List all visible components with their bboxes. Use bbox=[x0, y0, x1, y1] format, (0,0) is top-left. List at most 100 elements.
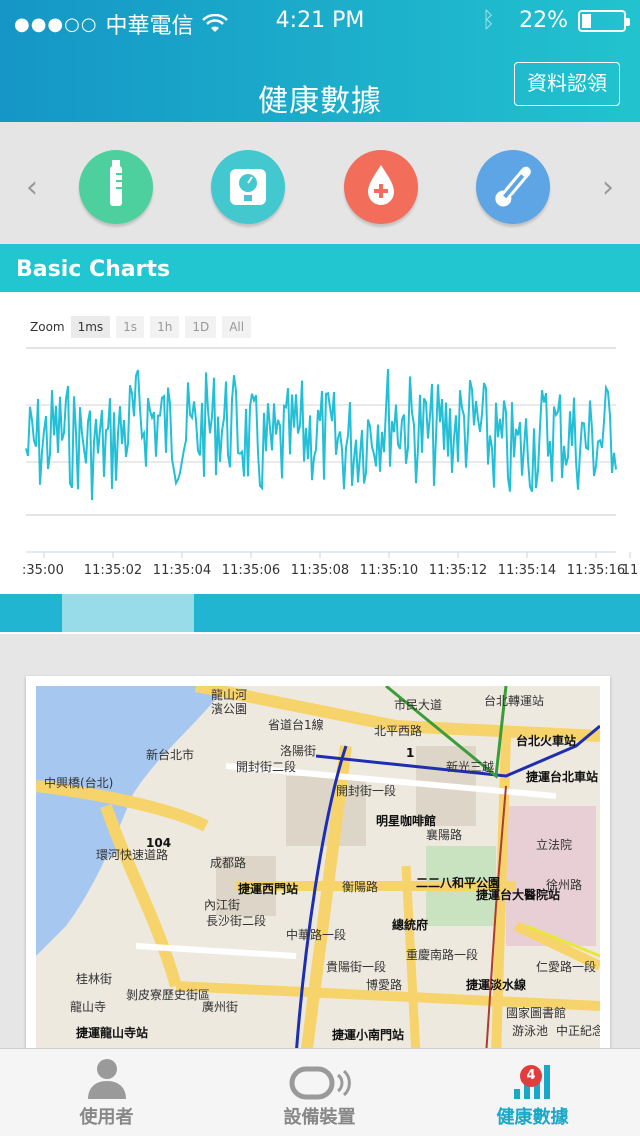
x-tick-label: 11:35:14 bbox=[498, 563, 556, 578]
map-label: 襄陽路 bbox=[426, 828, 463, 842]
bluetooth-icon: ᛒ bbox=[481, 8, 496, 33]
map-label: 捷運小南門站 bbox=[332, 1028, 405, 1042]
map-label: 博愛路 bbox=[366, 978, 403, 992]
zoom-label: Zoom bbox=[30, 320, 65, 334]
x-tick-label: 11:35:08 bbox=[291, 563, 349, 578]
tab-bar: 使用者 設備裝置 4 健康數據 bbox=[0, 1048, 640, 1136]
carrier-name: 中華電信 bbox=[105, 14, 194, 39]
map-label: 立法院 bbox=[536, 838, 573, 852]
map-label: 省道台1線 bbox=[268, 718, 324, 732]
page-title: 健康數據 bbox=[258, 84, 382, 119]
map-label: 捷運龍山寺站 bbox=[76, 1026, 149, 1040]
map-label: 捷運西門站 bbox=[238, 882, 299, 896]
map-label: 二二八和平公園 bbox=[416, 876, 501, 890]
chart-navigator[interactable] bbox=[0, 594, 640, 632]
map-label: 開封街一段 bbox=[336, 784, 397, 798]
map-label: 龍山河 bbox=[211, 688, 248, 702]
tab-health-data[interactable]: 4 健康數據 bbox=[426, 1049, 639, 1136]
category-scale[interactable] bbox=[211, 150, 285, 224]
zoom-bar: Zoom 1ms 1s 1h 1D All bbox=[30, 316, 252, 338]
category-carousel: ‹ › bbox=[0, 122, 640, 244]
map-label: 台北轉運站 bbox=[484, 694, 545, 708]
map-label: 中華路一段 bbox=[286, 928, 347, 942]
map-roads bbox=[36, 686, 600, 1056]
map-label: 中興橋(台北) bbox=[44, 776, 114, 790]
x-tick-label: :35:00 bbox=[22, 563, 64, 578]
thermometer-icon bbox=[495, 166, 531, 207]
chart-card: Basic Charts Zoom 1ms 1s 1h 1D All :35:0… bbox=[0, 244, 640, 634]
map-label: 長沙街二段 bbox=[206, 914, 267, 928]
map-label: 內江街 bbox=[204, 898, 241, 912]
map-label: 仁愛路一段 bbox=[536, 960, 597, 974]
map-label: 明星咖啡館 bbox=[376, 814, 437, 828]
zoom-1d-button[interactable]: 1D bbox=[185, 316, 217, 338]
map-label: 新台北市 bbox=[146, 748, 195, 762]
scale-icon bbox=[230, 169, 266, 205]
x-tick-label: 11:35:16 bbox=[567, 563, 625, 578]
x-tick-label: 11:35:10 bbox=[360, 563, 418, 578]
status-bar: ●●●○○ 中華電信 4:21 PM ᛒ 22% bbox=[0, 0, 640, 42]
wifi-icon bbox=[201, 14, 228, 32]
zoom-1s-button[interactable]: 1s bbox=[116, 316, 145, 338]
map-label: 中正紀念公園 bbox=[556, 1024, 600, 1038]
x-tick-label: 11:35:06 bbox=[222, 563, 280, 578]
chevron-right-icon[interactable]: › bbox=[602, 170, 614, 205]
status-time: 4:21 PM bbox=[275, 8, 365, 33]
map-label: 新光三越 bbox=[446, 760, 495, 774]
map-label: 國家圖書館 bbox=[506, 1006, 567, 1020]
battery-icon bbox=[578, 9, 630, 32]
map-label: 貴陽街一段 bbox=[326, 960, 387, 974]
user-icon bbox=[87, 1059, 126, 1099]
signal-strength-icon: ●●●○○ bbox=[14, 13, 98, 35]
map-label: 北平西路 bbox=[374, 724, 423, 738]
map-label: 104 bbox=[146, 836, 172, 850]
navigator-handle[interactable] bbox=[62, 594, 194, 632]
map-label: 龍山寺 bbox=[70, 1000, 107, 1014]
tab-device-label: 設備裝置 bbox=[283, 1107, 356, 1128]
blood-drop-icon bbox=[368, 165, 394, 205]
x-tick-label: 11:35:04 bbox=[153, 563, 211, 578]
zoom-1h-button[interactable]: 1h bbox=[150, 316, 180, 338]
map-label: 捷運台北車站 bbox=[526, 770, 599, 784]
map-view[interactable]: 龍山河 濱公園省道台1線 北平西路 市民大道 台北轉運站台北火車站中興橋(台北) 開封街二… bbox=[36, 686, 600, 1056]
zoom-1ms-button[interactable]: 1ms bbox=[70, 316, 111, 338]
map-label: 剝皮寮歷史街區 bbox=[126, 988, 211, 1002]
category-thermometer[interactable] bbox=[476, 150, 550, 224]
line-chart[interactable]: :35:00 11:35:02 11:35:04 11:35:06 11:35:08 11… bbox=[0, 344, 640, 584]
x-tick-label: 11 bbox=[622, 563, 639, 578]
map-label: 游泳池 bbox=[512, 1024, 549, 1038]
map-label: 台北火車站 bbox=[516, 734, 577, 748]
chart-series-line bbox=[25, 369, 617, 501]
notification-badge: 4 bbox=[520, 1065, 542, 1087]
map-label: 洛陽街 bbox=[280, 744, 317, 758]
map-label: 重慶南路一段 bbox=[406, 948, 479, 962]
tab-user[interactable]: 使用者 bbox=[0, 1049, 213, 1136]
map-label: 濱公園 bbox=[211, 702, 248, 716]
map-label: 開封街二段 bbox=[236, 760, 297, 774]
chevron-left-icon[interactable]: ‹ bbox=[26, 170, 38, 205]
map-label: 捷運淡水線 bbox=[466, 978, 527, 992]
data-claim-button[interactable]: 資料認領 bbox=[514, 62, 620, 106]
app-header: ●●●○○ 中華電信 4:21 PM ᛒ 22% 健康數據 資料認領 bbox=[0, 0, 640, 122]
map-label: 捷運台大醫院站 bbox=[476, 888, 561, 902]
tab-user-label: 使用者 bbox=[79, 1107, 134, 1128]
category-blood[interactable] bbox=[344, 150, 418, 224]
map-label: 成都路 bbox=[210, 856, 247, 870]
map-label: 衡陽路 bbox=[342, 880, 379, 894]
map-label: 市民大道 bbox=[394, 698, 443, 712]
tab-health-data-label: 健康數據 bbox=[496, 1107, 569, 1128]
x-tick-label: 11:35:12 bbox=[429, 563, 487, 578]
zoom-all-button[interactable]: All bbox=[222, 316, 252, 338]
map-card: 龍山河 濱公園省道台1線 北平西路 市民大道 台北轉運站台北火車站中興橋(台北) 開封街二… bbox=[26, 676, 610, 1056]
map-label: 環河快速道路 bbox=[96, 848, 169, 862]
map-label: 廣州街 bbox=[202, 1000, 239, 1014]
tab-device[interactable]: 設備裝置 bbox=[213, 1049, 426, 1136]
category-thermometer-tube[interactable] bbox=[79, 150, 153, 224]
thermometer-tube-icon bbox=[110, 160, 122, 206]
map-label: 總統府 bbox=[392, 918, 429, 932]
map-label: 桂林街 bbox=[76, 972, 113, 986]
map-label: 1 bbox=[406, 746, 415, 760]
map-label: 徐州路 bbox=[546, 878, 583, 892]
x-tick-label: 11:35:02 bbox=[84, 563, 142, 578]
device-icon bbox=[289, 1066, 351, 1100]
